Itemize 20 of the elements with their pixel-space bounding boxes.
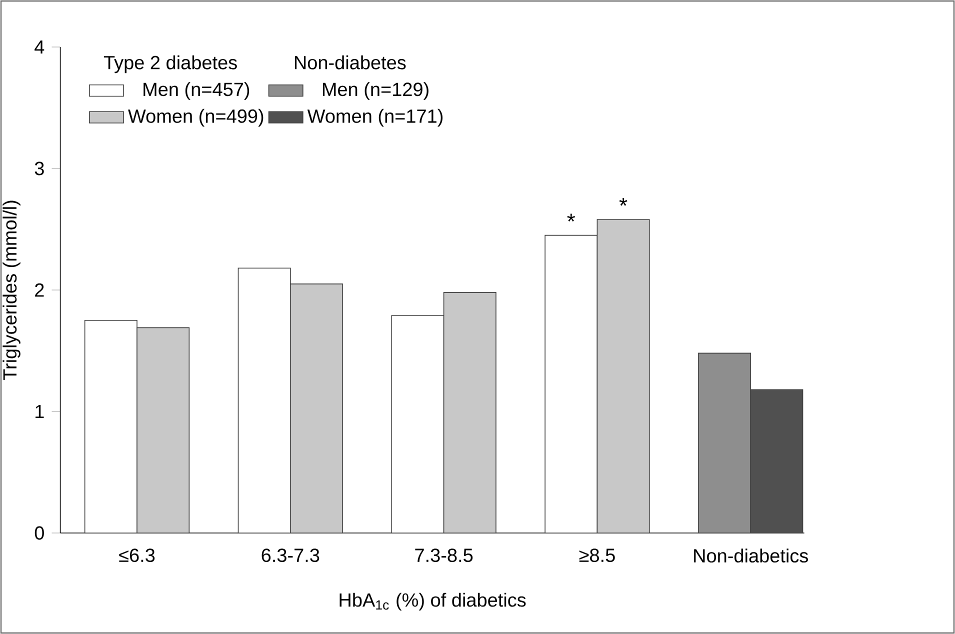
x-tick-label: 6.3-7.3 <box>262 548 320 562</box>
legend-label: Women (n=171) <box>307 108 443 127</box>
y-tick-label: 2 <box>35 283 44 297</box>
annotation: * <box>567 214 576 222</box>
x-tick-label: ≥8.5 <box>579 548 615 562</box>
legend-label: Men (n=129) <box>322 82 428 100</box>
annotation: * <box>619 198 628 206</box>
y-axis-title: Triglycerides (mmol/l) <box>2 200 20 380</box>
legend-label: Men (n=457) <box>144 82 250 100</box>
x-axis-title: HbA$_{1c}$ (%) of diabetics <box>340 592 526 611</box>
y-tick-label: 0 <box>34 526 44 540</box>
y-tick-label: 4 <box>34 40 44 54</box>
y-tick-label: 3 <box>34 162 44 176</box>
annotation: Non-diabetes <box>294 55 406 70</box>
x-tick-label: ≤6.3 <box>119 548 155 562</box>
x-tick-label: 7.3-8.5 <box>415 548 473 562</box>
annotation: Type 2 diabetes <box>104 55 237 74</box>
legend-label: Women (n=499) <box>128 108 264 127</box>
y-tick-label: 1 <box>36 404 44 418</box>
x-tick-label: Non-diabetics <box>694 548 808 563</box>
